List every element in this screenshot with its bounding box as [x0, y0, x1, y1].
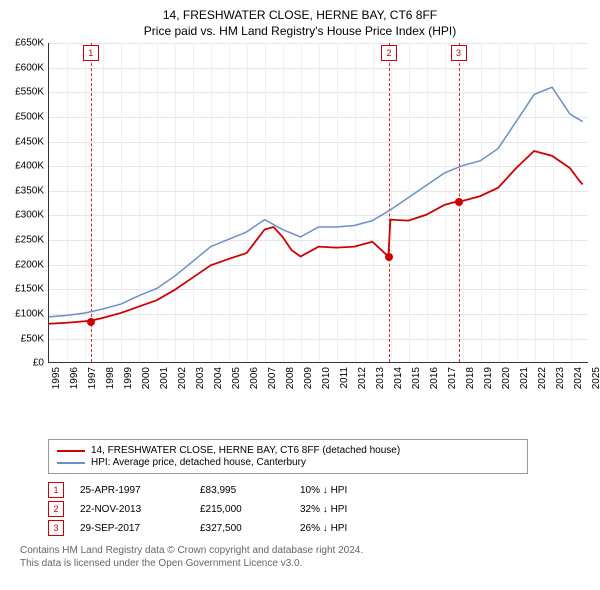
y-tick-label: £250K [15, 235, 44, 246]
y-tick-label: £550K [15, 87, 44, 98]
y-tick-label: £400K [15, 161, 44, 172]
transaction-date: 25-APR-1997 [80, 485, 200, 496]
event-dot [385, 253, 393, 261]
y-tick-label: £600K [15, 62, 44, 73]
transaction-price: £83,995 [200, 485, 300, 496]
event-marker: 3 [451, 45, 467, 61]
x-tick-label: 2005 [231, 367, 242, 389]
transaction-diff: 26% ↓ HPI [300, 523, 400, 534]
x-tick-label: 2021 [519, 367, 530, 389]
plot-area: 1 2 3 [48, 43, 588, 363]
x-tick-label: 2001 [159, 367, 170, 389]
event-marker: 2 [381, 45, 397, 61]
y-tick-label: £100K [15, 308, 44, 319]
transaction-date: 29-SEP-2017 [80, 523, 200, 534]
y-tick-label: £500K [15, 112, 44, 123]
y-tick-label: £50K [21, 333, 44, 344]
legend-label: 14, FRESHWATER CLOSE, HERNE BAY, CT6 8FF… [91, 445, 400, 456]
y-tick-label: £450K [15, 136, 44, 147]
x-tick-label: 2006 [249, 367, 260, 389]
x-tick-label: 2009 [303, 367, 314, 389]
x-tick-label: 1998 [105, 367, 116, 389]
chart-title: 14, FRESHWATER CLOSE, HERNE BAY, CT6 8FF… [10, 8, 590, 39]
y-tick-label: £150K [15, 284, 44, 295]
x-tick-label: 2016 [429, 367, 440, 389]
y-axis: £0£50K£100K£150K£200K£250K£300K£350K£400… [10, 43, 46, 363]
x-tick-label: 2019 [483, 367, 494, 389]
x-tick-label: 2024 [573, 367, 584, 389]
x-tick-label: 2002 [177, 367, 188, 389]
x-tick-label: 2008 [285, 367, 296, 389]
chart-area: £0 £50K £100K £150K £200K £250K £300K £350K £400… [10, 43, 590, 399]
transaction-row: 3 29-SEP-2017£327,50026% ↓ HPI [48, 520, 590, 536]
legend-swatch [57, 450, 85, 452]
title-line2: Price paid vs. HM Land Registry's House … [10, 24, 590, 40]
x-tick-label: 2013 [375, 367, 386, 389]
transaction-marker: 3 [48, 520, 64, 536]
line-chart-svg [49, 43, 588, 362]
transaction-row: 1 25-APR-1997£83,99510% ↓ HPI [48, 482, 590, 498]
x-tick-label: 2003 [195, 367, 206, 389]
x-tick-label: 1999 [123, 367, 134, 389]
attribution-line1: Contains HM Land Registry data © Crown c… [20, 544, 590, 557]
attribution: Contains HM Land Registry data © Crown c… [20, 544, 590, 570]
attribution-line2: This data is licensed under the Open Gov… [20, 557, 590, 570]
legend-swatch [57, 462, 85, 464]
legend-item: 14, FRESHWATER CLOSE, HERNE BAY, CT6 8FF… [57, 445, 519, 456]
legend-item: HPI: Average price, detached house, Cant… [57, 457, 519, 468]
x-tick-label: 1997 [87, 367, 98, 389]
x-tick-label: 2025 [591, 367, 600, 389]
y-tick-label: £650K [15, 38, 44, 49]
transaction-date: 22-NOV-2013 [80, 504, 200, 515]
x-axis: 1995 1996 1997 1998 1999 2000 2001 2002 2003 2004… [48, 365, 588, 399]
x-tick-label: 2020 [501, 367, 512, 389]
y-tick-label: £0 [33, 358, 44, 369]
x-tick-label: 2012 [357, 367, 368, 389]
legend: 14, FRESHWATER CLOSE, HERNE BAY, CT6 8FF… [48, 439, 528, 474]
x-tick-label: 2017 [447, 367, 458, 389]
transaction-marker: 2 [48, 501, 64, 517]
page-container: 14, FRESHWATER CLOSE, HERNE BAY, CT6 8FF… [0, 0, 600, 590]
legend-label: HPI: Average price, detached house, Cant… [91, 457, 306, 468]
y-tick-label: £350K [15, 185, 44, 196]
title-line1: 14, FRESHWATER CLOSE, HERNE BAY, CT6 8FF [10, 8, 590, 24]
transactions-table: 1 25-APR-1997£83,99510% ↓ HPI 2 22-NOV-2013… [48, 482, 590, 536]
x-tick-label: 1995 [51, 367, 62, 389]
series-hpi [49, 87, 583, 317]
x-tick-label: 2015 [411, 367, 422, 389]
transaction-diff: 10% ↓ HPI [300, 485, 400, 496]
x-tick-label: 1996 [69, 367, 80, 389]
x-tick-label: 2010 [321, 367, 332, 389]
event-dot [455, 198, 463, 206]
transaction-row: 2 22-NOV-2013£215,00032% ↓ HPI [48, 501, 590, 517]
series-property [49, 151, 583, 324]
transaction-price: £327,500 [200, 523, 300, 534]
y-tick-label: £200K [15, 259, 44, 270]
x-tick-label: 2007 [267, 367, 278, 389]
x-tick-label: 2004 [213, 367, 224, 389]
x-tick-label: 2000 [141, 367, 152, 389]
x-tick-label: 2011 [339, 367, 350, 389]
transaction-diff: 32% ↓ HPI [300, 504, 400, 515]
x-tick-label: 2022 [537, 367, 548, 389]
x-tick-label: 2023 [555, 367, 566, 389]
x-tick-label: 2018 [465, 367, 476, 389]
event-dot [87, 318, 95, 326]
event-marker: 1 [83, 45, 99, 61]
transaction-marker: 1 [48, 482, 64, 498]
transaction-price: £215,000 [200, 504, 300, 515]
y-tick-label: £300K [15, 210, 44, 221]
x-tick-label: 2014 [393, 367, 404, 389]
